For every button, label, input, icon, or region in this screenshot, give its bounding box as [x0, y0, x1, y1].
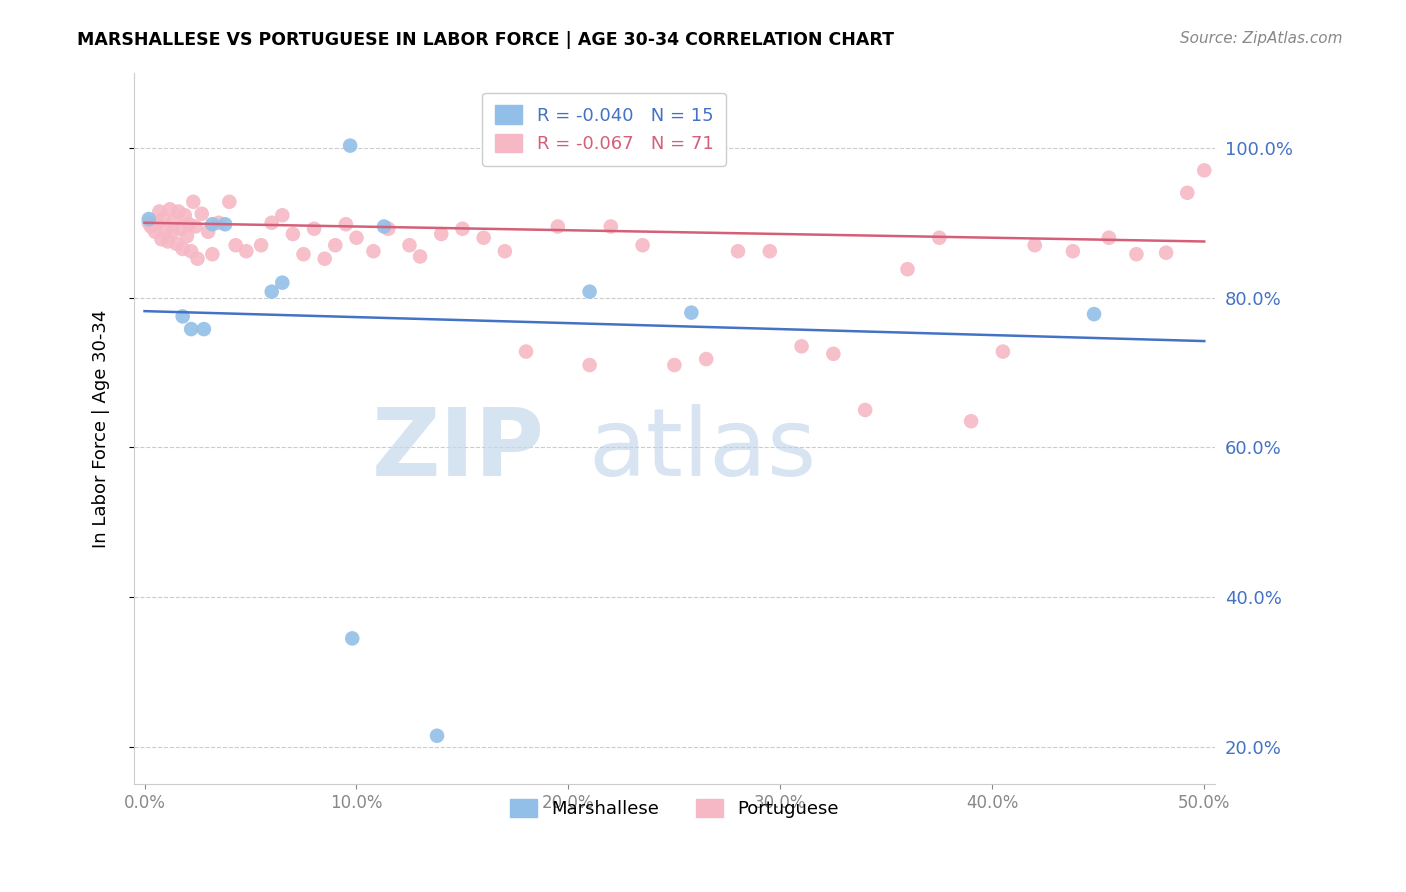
Point [547, 219, 569, 234]
Point [165, 236, 187, 251]
Point [1175, 186, 1198, 200]
Point [201, 247, 224, 261]
Point [426, 729, 449, 743]
Point [235, 244, 257, 259]
Point [339, 138, 361, 153]
Point [143, 225, 166, 239]
Point [201, 217, 224, 231]
Point [599, 219, 621, 234]
Point [494, 244, 516, 259]
Point [695, 352, 717, 367]
Point [163, 214, 186, 228]
Legend: Marshallese, Portuguese: Marshallese, Portuguese [503, 791, 846, 825]
Point [156, 235, 179, 249]
Point [172, 310, 194, 324]
Point [823, 347, 845, 361]
Point [139, 219, 162, 234]
Point [1098, 231, 1121, 245]
Point [180, 322, 202, 336]
Point [167, 204, 190, 219]
Point [250, 238, 273, 252]
Point [302, 221, 325, 235]
Point [208, 216, 231, 230]
Point [342, 632, 364, 646]
Point [451, 221, 474, 235]
Point [186, 252, 208, 266]
Text: MARSHALLESE VS PORTUGUESE IN LABOR FORCE | AGE 30-34 CORRELATION CHART: MARSHALLESE VS PORTUGUESE IN LABOR FORCE… [77, 31, 894, 49]
Point [176, 229, 198, 244]
Point [138, 212, 160, 227]
Point [727, 244, 749, 259]
Point [1194, 163, 1216, 178]
Point [271, 208, 294, 222]
Point [398, 238, 420, 252]
Point [180, 244, 202, 259]
Point [1083, 307, 1105, 321]
Point [681, 305, 703, 319]
Point [159, 202, 181, 217]
Point [184, 219, 207, 234]
Point [631, 238, 654, 252]
Point [146, 216, 169, 230]
Point [169, 221, 191, 235]
Point [758, 244, 780, 259]
Point [260, 285, 283, 299]
Point [260, 216, 283, 230]
Point [1024, 238, 1046, 252]
Point [177, 217, 200, 231]
Text: ZIP: ZIP [371, 404, 544, 496]
Point [193, 322, 215, 336]
Point [155, 223, 177, 237]
Point [160, 225, 183, 239]
Point [1154, 245, 1177, 260]
Point [1125, 247, 1147, 261]
Point [991, 344, 1014, 359]
Y-axis label: In Labor Force | Age 30-34: In Labor Force | Age 30-34 [93, 310, 110, 548]
Point [173, 208, 195, 222]
Point [896, 262, 918, 277]
Point [191, 207, 214, 221]
Point [152, 212, 174, 227]
Point [430, 227, 453, 241]
Point [292, 247, 315, 261]
Point [578, 285, 600, 299]
Point [960, 414, 983, 428]
Point [214, 217, 236, 231]
Point [335, 217, 357, 231]
Point [373, 219, 395, 234]
Point [790, 339, 813, 353]
Point [472, 231, 495, 245]
Point [515, 344, 537, 359]
Point [225, 238, 247, 252]
Point [271, 276, 294, 290]
Point [928, 231, 950, 245]
Text: Source: ZipAtlas.com: Source: ZipAtlas.com [1180, 31, 1343, 46]
Point [409, 250, 432, 264]
Point [218, 194, 240, 209]
Point [138, 216, 160, 230]
Point [1062, 244, 1084, 259]
Point [346, 231, 368, 245]
Text: atlas: atlas [588, 404, 815, 496]
Point [853, 403, 876, 417]
Point [181, 194, 204, 209]
Point [314, 252, 336, 266]
Point [281, 227, 304, 241]
Point [664, 358, 686, 372]
Point [197, 225, 219, 239]
Point [377, 221, 399, 235]
Point [172, 242, 194, 256]
Point [323, 238, 346, 252]
Point [150, 232, 173, 246]
Point [578, 358, 600, 372]
Point [363, 244, 385, 259]
Point [148, 204, 170, 219]
